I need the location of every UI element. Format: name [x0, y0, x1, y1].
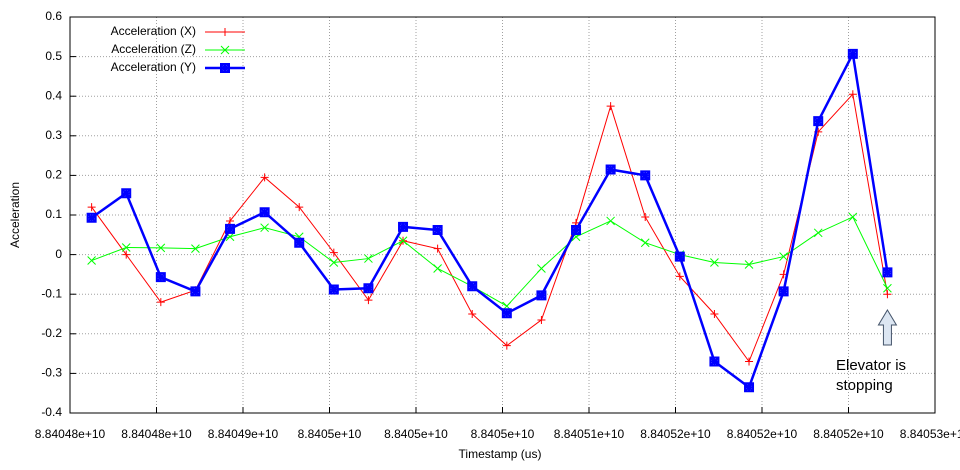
x-tick-label: 8.84052e+10 [727, 427, 798, 441]
marker [605, 164, 616, 175]
marker [537, 315, 546, 324]
marker [502, 341, 511, 350]
x-tick-label: 8.8405e+10 [298, 427, 362, 441]
marker [847, 48, 858, 59]
annotation-arrow [877, 309, 898, 346]
y-axis-label: Acceleration [8, 182, 22, 248]
marker [155, 272, 166, 283]
marker [87, 203, 96, 212]
marker [363, 283, 374, 294]
y-tick-label: 0.6 [45, 9, 62, 23]
marker [328, 284, 339, 295]
marker [191, 244, 200, 254]
marker [221, 28, 229, 36]
marker [813, 228, 823, 238]
marker [220, 45, 230, 55]
marker [225, 223, 236, 234]
y-tick-label: 0.2 [45, 168, 62, 182]
y-tick-label: 0 [55, 247, 62, 261]
marker [364, 254, 373, 263]
marker [641, 212, 650, 221]
marker [87, 256, 96, 265]
x-axis-label: Timestamp (us) [459, 447, 542, 461]
y-tick-label: 0.1 [45, 207, 62, 221]
marker [260, 173, 269, 182]
marker [156, 298, 165, 307]
x-tick-label: 8.84048e+10 [121, 427, 192, 441]
marker [710, 310, 719, 318]
marker [883, 290, 892, 299]
marker [674, 251, 685, 262]
legend-label: Acceleration (Z) [111, 42, 196, 56]
marker [364, 296, 373, 305]
marker [433, 264, 442, 273]
marker [156, 243, 166, 253]
y-tick-label: 0.3 [45, 128, 62, 142]
marker [433, 244, 442, 253]
marker [882, 267, 893, 278]
marker [432, 225, 443, 236]
marker [537, 264, 546, 273]
annotation-text: stopping [836, 377, 893, 394]
x-tick-label: 8.84048e+10 [35, 427, 106, 441]
marker [813, 116, 824, 127]
marker [86, 212, 97, 223]
marker [121, 188, 132, 199]
marker [536, 290, 547, 301]
x-tick-label: 8.84053e+10 [900, 427, 960, 441]
marker [883, 283, 892, 293]
marker [259, 207, 270, 218]
marker [398, 221, 409, 232]
x-tick-label: 8.84051e+10 [554, 427, 625, 441]
series-line [90, 49, 889, 390]
marker [848, 90, 857, 99]
marker [295, 203, 304, 212]
annotation-text: Elevator is [836, 357, 906, 374]
marker [190, 286, 201, 297]
marker [329, 258, 339, 267]
marker [606, 216, 615, 226]
marker [220, 63, 230, 73]
y-tick-label: 0.5 [45, 49, 62, 63]
marker [606, 102, 615, 111]
marker [745, 357, 754, 366]
marker [501, 308, 512, 319]
series-line [91, 93, 888, 363]
marker [467, 281, 478, 292]
marker [640, 238, 650, 248]
marker [848, 212, 858, 222]
marker [571, 225, 582, 236]
x-tick-label: 8.84052e+10 [813, 427, 884, 441]
x-tick-label: 8.8405e+10 [384, 427, 448, 441]
marker [778, 286, 789, 297]
marker [709, 356, 720, 367]
marker [779, 252, 788, 261]
x-tick-label: 8.84049e+10 [208, 427, 279, 441]
marker [468, 310, 477, 318]
x-tick-label: 8.8405e+10 [471, 427, 535, 441]
x-tick-label: 8.84052e+10 [640, 427, 711, 441]
marker [640, 170, 651, 181]
marker [710, 258, 719, 267]
marker [260, 223, 269, 233]
y-tick-label: -0.1 [41, 286, 62, 300]
y-tick-label: -0.2 [41, 326, 62, 340]
y-tick-label: -0.4 [41, 405, 62, 419]
marker [294, 237, 305, 248]
legend-label: Acceleration (X) [111, 24, 196, 38]
marker [675, 272, 684, 281]
plot-frame [69, 16, 936, 414]
marker [122, 250, 131, 259]
legend-label: Acceleration (Y) [111, 60, 196, 74]
marker [744, 382, 755, 393]
y-tick-label: -0.3 [41, 366, 62, 380]
y-tick-label: 0.4 [45, 88, 62, 102]
marker [329, 248, 338, 257]
marker [121, 243, 131, 252]
marker [226, 216, 235, 225]
marker [398, 236, 408, 246]
marker [744, 260, 754, 269]
